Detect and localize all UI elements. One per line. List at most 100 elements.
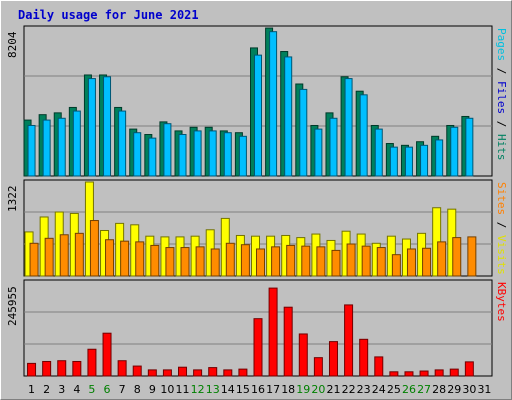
bar-sites-day-14: [225, 242, 235, 277]
day-label-3: 3: [58, 383, 65, 396]
bar-kbytes-day-3: [57, 360, 67, 377]
bar-kbytes-day-1: [27, 362, 37, 377]
bar-files-day-23: [359, 94, 368, 177]
day-label-22: 22: [342, 383, 356, 396]
bar-files-day-22: [344, 78, 353, 177]
bar-files-day-6: [103, 76, 112, 177]
legend-part: Sites: [495, 182, 508, 216]
bar-kbytes-day-10: [162, 369, 172, 377]
legend-part: Hits: [495, 134, 508, 161]
bar-sites-day-18: [286, 244, 296, 277]
bar-files-day-13: [208, 130, 217, 177]
legend-part: Files: [495, 81, 508, 115]
day-label-10: 10: [160, 383, 174, 396]
bar-kbytes-day-6: [102, 332, 112, 377]
bar-files-day-26: [404, 146, 413, 177]
bar-sites-day-16: [256, 248, 265, 277]
day-label-2: 2: [43, 383, 50, 396]
legend-part: /: [495, 114, 508, 134]
bar-kbytes-day-17: [268, 287, 278, 377]
day-label-8: 8: [134, 383, 141, 396]
bar-kbytes-day-14: [223, 369, 233, 377]
bar-files-day-21: [329, 117, 338, 177]
bar-sites-day-26: [406, 248, 416, 277]
bar-sites-day-9: [150, 244, 160, 277]
bar-sites-day-7: [120, 240, 130, 277]
bar-files-day-15: [238, 135, 247, 177]
bar-files-day-25: [389, 146, 398, 177]
day-label-6: 6: [104, 383, 111, 396]
bar-files-day-29: [450, 126, 459, 177]
day-label-14: 14: [221, 383, 235, 396]
legend-hits-files-pages: Pages / Files / Hits: [495, 28, 508, 161]
day-label-20: 20: [311, 383, 325, 396]
bar-sites-day-28: [437, 241, 447, 277]
bar-kbytes-day-30: [464, 361, 474, 377]
legend-kbytes: KBytes: [495, 282, 508, 322]
day-label-31: 31: [477, 383, 491, 396]
bar-files-day-5: [87, 78, 96, 177]
day-label-4: 4: [73, 383, 80, 396]
bar-sites-day-8: [135, 241, 145, 277]
bar-sites-day-1: [29, 242, 39, 277]
bar-kbytes-day-15: [238, 368, 248, 377]
bar-sites-day-6: [105, 239, 115, 277]
bar-sites-day-30: [467, 236, 477, 277]
bar-sites-day-24: [376, 247, 386, 277]
bar-kbytes-day-8: [132, 365, 142, 377]
bar-files-day-20: [314, 128, 323, 177]
day-label-28: 28: [432, 383, 446, 396]
day-label-1: 1: [28, 383, 35, 396]
bar-files-day-7: [118, 110, 127, 177]
bar-kbytes-day-24: [374, 356, 384, 377]
bar-kbytes-day-23: [359, 338, 369, 377]
day-label-25: 25: [387, 383, 401, 396]
legend-part: /: [495, 61, 508, 81]
bar-kbytes-day-27: [419, 370, 429, 377]
day-label-27: 27: [417, 383, 431, 396]
bar-files-day-8: [133, 132, 142, 177]
day-label-15: 15: [236, 383, 250, 396]
bar-sites-day-3: [59, 234, 69, 277]
chart-title: Daily usage for June 2021: [18, 8, 199, 22]
day-label-24: 24: [372, 383, 386, 396]
bar-files-day-24: [374, 128, 383, 177]
day-label-30: 30: [462, 383, 476, 396]
bar-kbytes-day-4: [72, 360, 82, 377]
bar-sites-day-12: [195, 246, 205, 277]
bar-kbytes-day-26: [404, 371, 414, 377]
bar-files-day-17: [269, 31, 278, 177]
bar-kbytes-day-20: [313, 357, 323, 377]
bar-kbytes-day-25: [389, 371, 399, 377]
bar-kbytes-day-18: [283, 306, 293, 377]
bar-files-day-28: [435, 139, 444, 177]
bar-kbytes-day-5: [87, 348, 97, 377]
day-label-26: 26: [402, 383, 416, 396]
bar-kbytes-day-12: [193, 369, 203, 377]
day-label-18: 18: [281, 383, 295, 396]
bar-files-day-19: [299, 88, 308, 177]
legend-part: /: [495, 215, 508, 235]
bar-sites-day-19: [301, 245, 311, 277]
day-label-12: 12: [191, 383, 205, 396]
bar-files-day-4: [72, 110, 81, 177]
bar-files-day-11: [178, 134, 187, 177]
day-label-23: 23: [357, 383, 371, 396]
bar-files-day-3: [57, 117, 66, 177]
bar-files-day-2: [42, 119, 51, 177]
bar-kbytes-day-11: [178, 366, 188, 377]
day-label-5: 5: [88, 383, 95, 396]
bar-sites-day-13: [210, 248, 220, 277]
bar-kbytes-day-29: [449, 368, 459, 377]
day-label-7: 7: [119, 383, 126, 396]
bar-files-day-30: [465, 117, 474, 177]
max-label-kbytes: 245955: [6, 286, 19, 326]
max-label-visits-sites: 1322: [6, 185, 19, 213]
bar-files-day-16: [254, 54, 262, 177]
legend-part: KBytes: [495, 282, 508, 322]
day-label-13: 13: [206, 383, 220, 396]
bar-sites-day-2: [44, 237, 54, 277]
bar-kbytes-day-21: [328, 341, 338, 377]
bar-sites-day-15: [240, 244, 250, 277]
